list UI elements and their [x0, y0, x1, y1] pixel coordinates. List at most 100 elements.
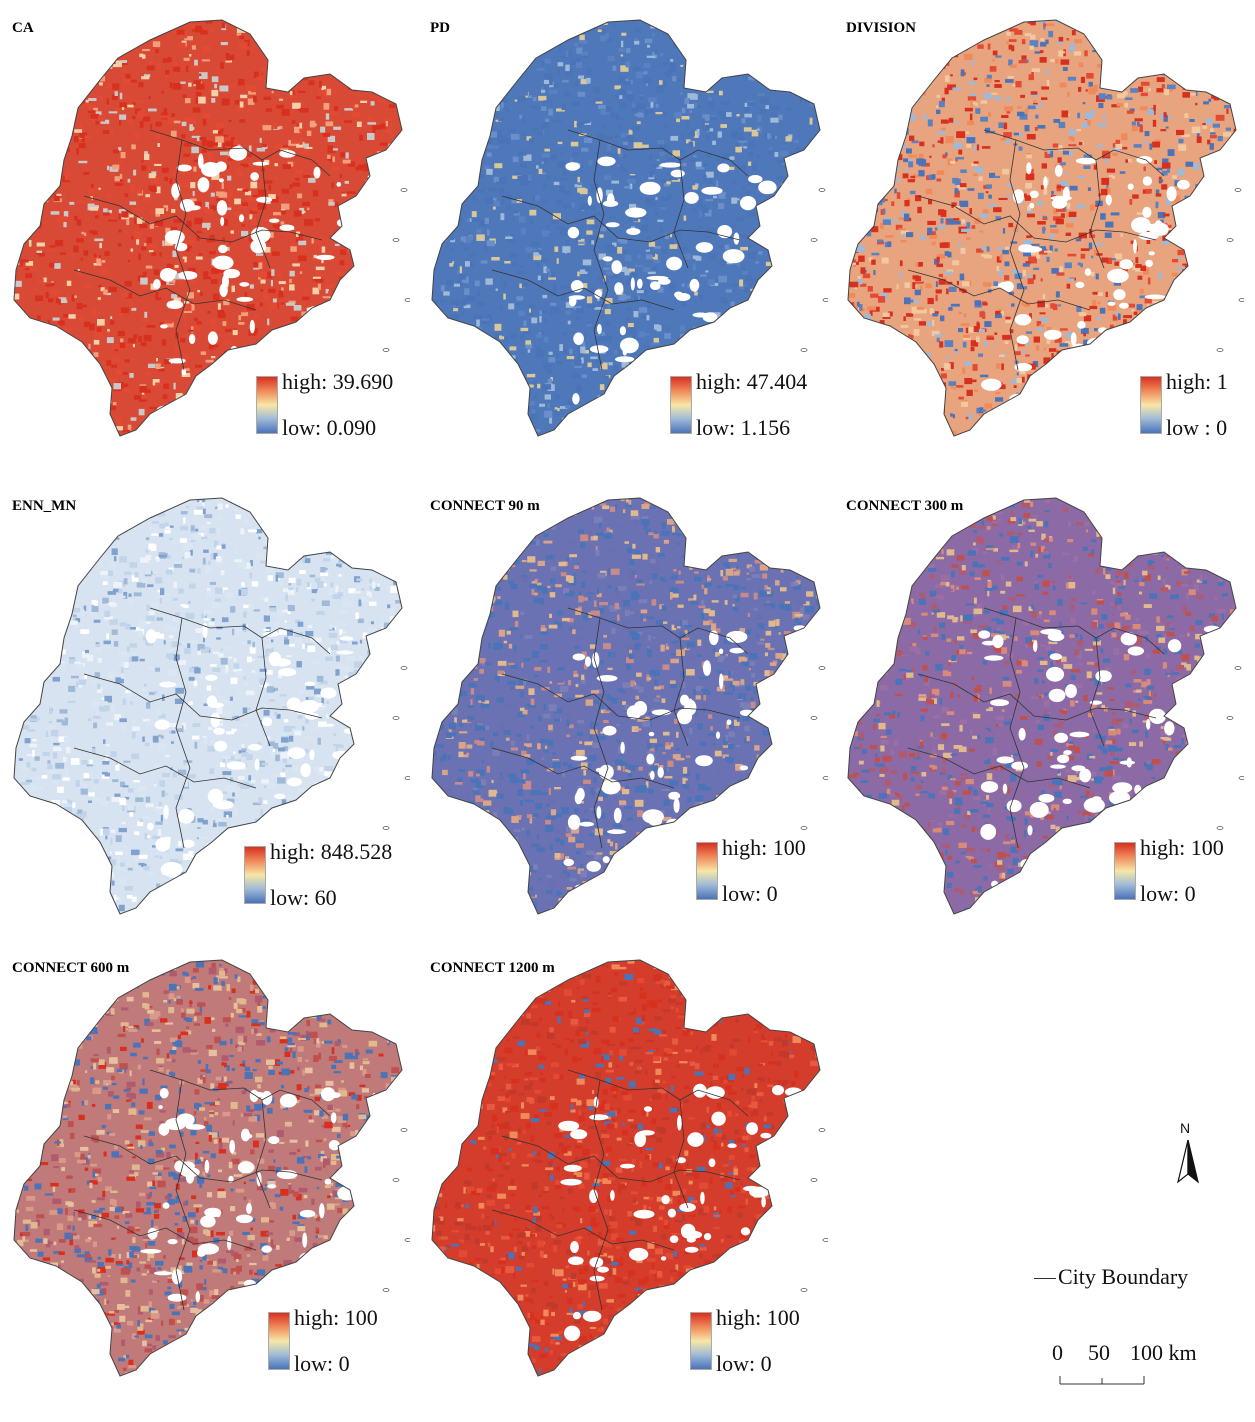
legend: high: 39.690 low: 0.090	[256, 370, 456, 452]
panel-title: CONNECT 90 m	[430, 498, 540, 514]
map-panel-ca: CA high: 39.690 low: 0.090	[0, 0, 410, 465]
city-boundary	[673, 159, 689, 269]
map-panel-connect-1200: CONNECT 1200 m high: 100 low: 0	[418, 940, 828, 1405]
legend: high: 100 low: 0	[696, 835, 896, 918]
legend-low: low: 1.156	[696, 415, 791, 440]
city-boundary	[255, 159, 271, 269]
province-boundary	[847, 497, 1237, 915]
city-boundary	[83, 673, 323, 721]
map-pd	[431, 19, 828, 437]
island	[1234, 666, 1242, 670]
city-boundary	[983, 607, 1165, 655]
legend-color-ramp	[1140, 376, 1162, 434]
map-panel-pd: PD high: 47.404 low: 1.156	[418, 0, 828, 465]
province-boundary	[847, 19, 1237, 437]
city-boundary	[149, 1069, 331, 1117]
island	[400, 666, 408, 670]
legend-low: low : 0	[1166, 415, 1228, 440]
island	[1226, 238, 1234, 242]
legend-color-ramp	[244, 846, 266, 904]
legend-color-ramp	[256, 376, 278, 434]
province-boundary	[13, 497, 403, 915]
legend-high: high: 1	[1166, 369, 1228, 394]
city-boundary	[673, 637, 689, 747]
legend-high: high: 848.528	[270, 839, 393, 864]
island	[818, 666, 826, 670]
city-boundary	[83, 195, 323, 243]
island	[404, 1238, 410, 1242]
scale-bar: 0 50 100 km	[1050, 1340, 1230, 1400]
island	[822, 776, 828, 780]
island	[810, 1178, 818, 1182]
map-panel-connect-600: CONNECT 600 m high: 100 low: 0	[0, 940, 410, 1405]
panel-title: CONNECT 600 m	[12, 960, 130, 976]
island	[382, 348, 390, 352]
city-boundary	[593, 617, 609, 849]
legend: high: 848.528 low: 60	[244, 839, 444, 922]
island	[382, 1288, 390, 1292]
island	[404, 298, 410, 302]
map-panel-connect-90: CONNECT 90 m high: 100 low: 0	[418, 478, 828, 943]
legend-color-ramp	[696, 842, 718, 900]
panel-title: CONNECT 1200 m	[430, 960, 555, 976]
legend-high: high: 100	[294, 1305, 378, 1330]
legend-low: low: 0	[716, 1351, 772, 1376]
legend-color-ramp	[670, 376, 692, 434]
map-panel-enn-mn: ENN_MN high: 848.528 low: 60	[0, 478, 410, 943]
scale-mid: 50	[1088, 1340, 1110, 1365]
city-boundary	[593, 139, 609, 371]
legend-high: high: 100	[716, 1305, 800, 1330]
island	[1216, 348, 1224, 352]
city-boundary	[491, 1209, 675, 1251]
island	[822, 298, 828, 302]
city-boundary	[1089, 159, 1105, 269]
map-ca	[13, 19, 410, 437]
north-arrow-icon	[1177, 1139, 1199, 1184]
legend-color-ramp	[690, 1312, 712, 1370]
legend-low: low: 0.090	[282, 415, 377, 440]
legend-high: high: 100	[722, 835, 806, 860]
city-boundary	[917, 195, 1157, 243]
panel-title: DIVISION	[846, 20, 917, 36]
legend-low: low: 60	[270, 885, 337, 910]
island	[392, 238, 400, 242]
province-boundary	[13, 959, 403, 1377]
city-boundary	[907, 269, 1091, 311]
boundary-label: City Boundary	[1058, 1264, 1189, 1289]
island	[400, 188, 408, 192]
legend-low: low: 0	[722, 881, 778, 906]
legend: high: 47.404 low: 1.156	[670, 369, 870, 452]
island	[822, 1238, 828, 1242]
map-connect-300	[847, 497, 1244, 915]
island	[1226, 716, 1234, 720]
city-boundary-legend: City Boundary	[1030, 1262, 1240, 1292]
island	[400, 1128, 408, 1132]
city-boundary	[491, 747, 675, 789]
city-boundary	[255, 1099, 271, 1209]
island	[818, 188, 826, 192]
city-boundary	[175, 139, 191, 371]
legend-high: high: 47.404	[696, 369, 808, 394]
island	[392, 1178, 400, 1182]
legend: high: 100 low: 0	[1114, 835, 1255, 918]
scale-end: 100 km	[1130, 1340, 1197, 1365]
city-boundary	[501, 673, 741, 721]
legend-high: high: 100	[1140, 835, 1224, 860]
city-boundary	[1009, 617, 1025, 849]
panel-title: CONNECT 300 m	[846, 498, 964, 514]
province-boundary	[431, 19, 821, 437]
island	[1238, 298, 1244, 302]
map-connect-1200	[431, 959, 828, 1377]
map-connect-90	[431, 497, 828, 915]
north-arrow: N	[1168, 1120, 1208, 1190]
city-boundary	[567, 607, 749, 655]
city-boundary	[175, 1079, 191, 1311]
city-boundary	[567, 129, 749, 177]
panel-title: PD	[430, 20, 450, 36]
legend: high: 1 low : 0	[1140, 369, 1255, 452]
island	[1216, 826, 1224, 830]
island	[1238, 776, 1244, 780]
city-boundary	[149, 129, 331, 177]
city-boundary	[567, 1069, 749, 1117]
legend-low: low: 0	[1140, 881, 1196, 906]
